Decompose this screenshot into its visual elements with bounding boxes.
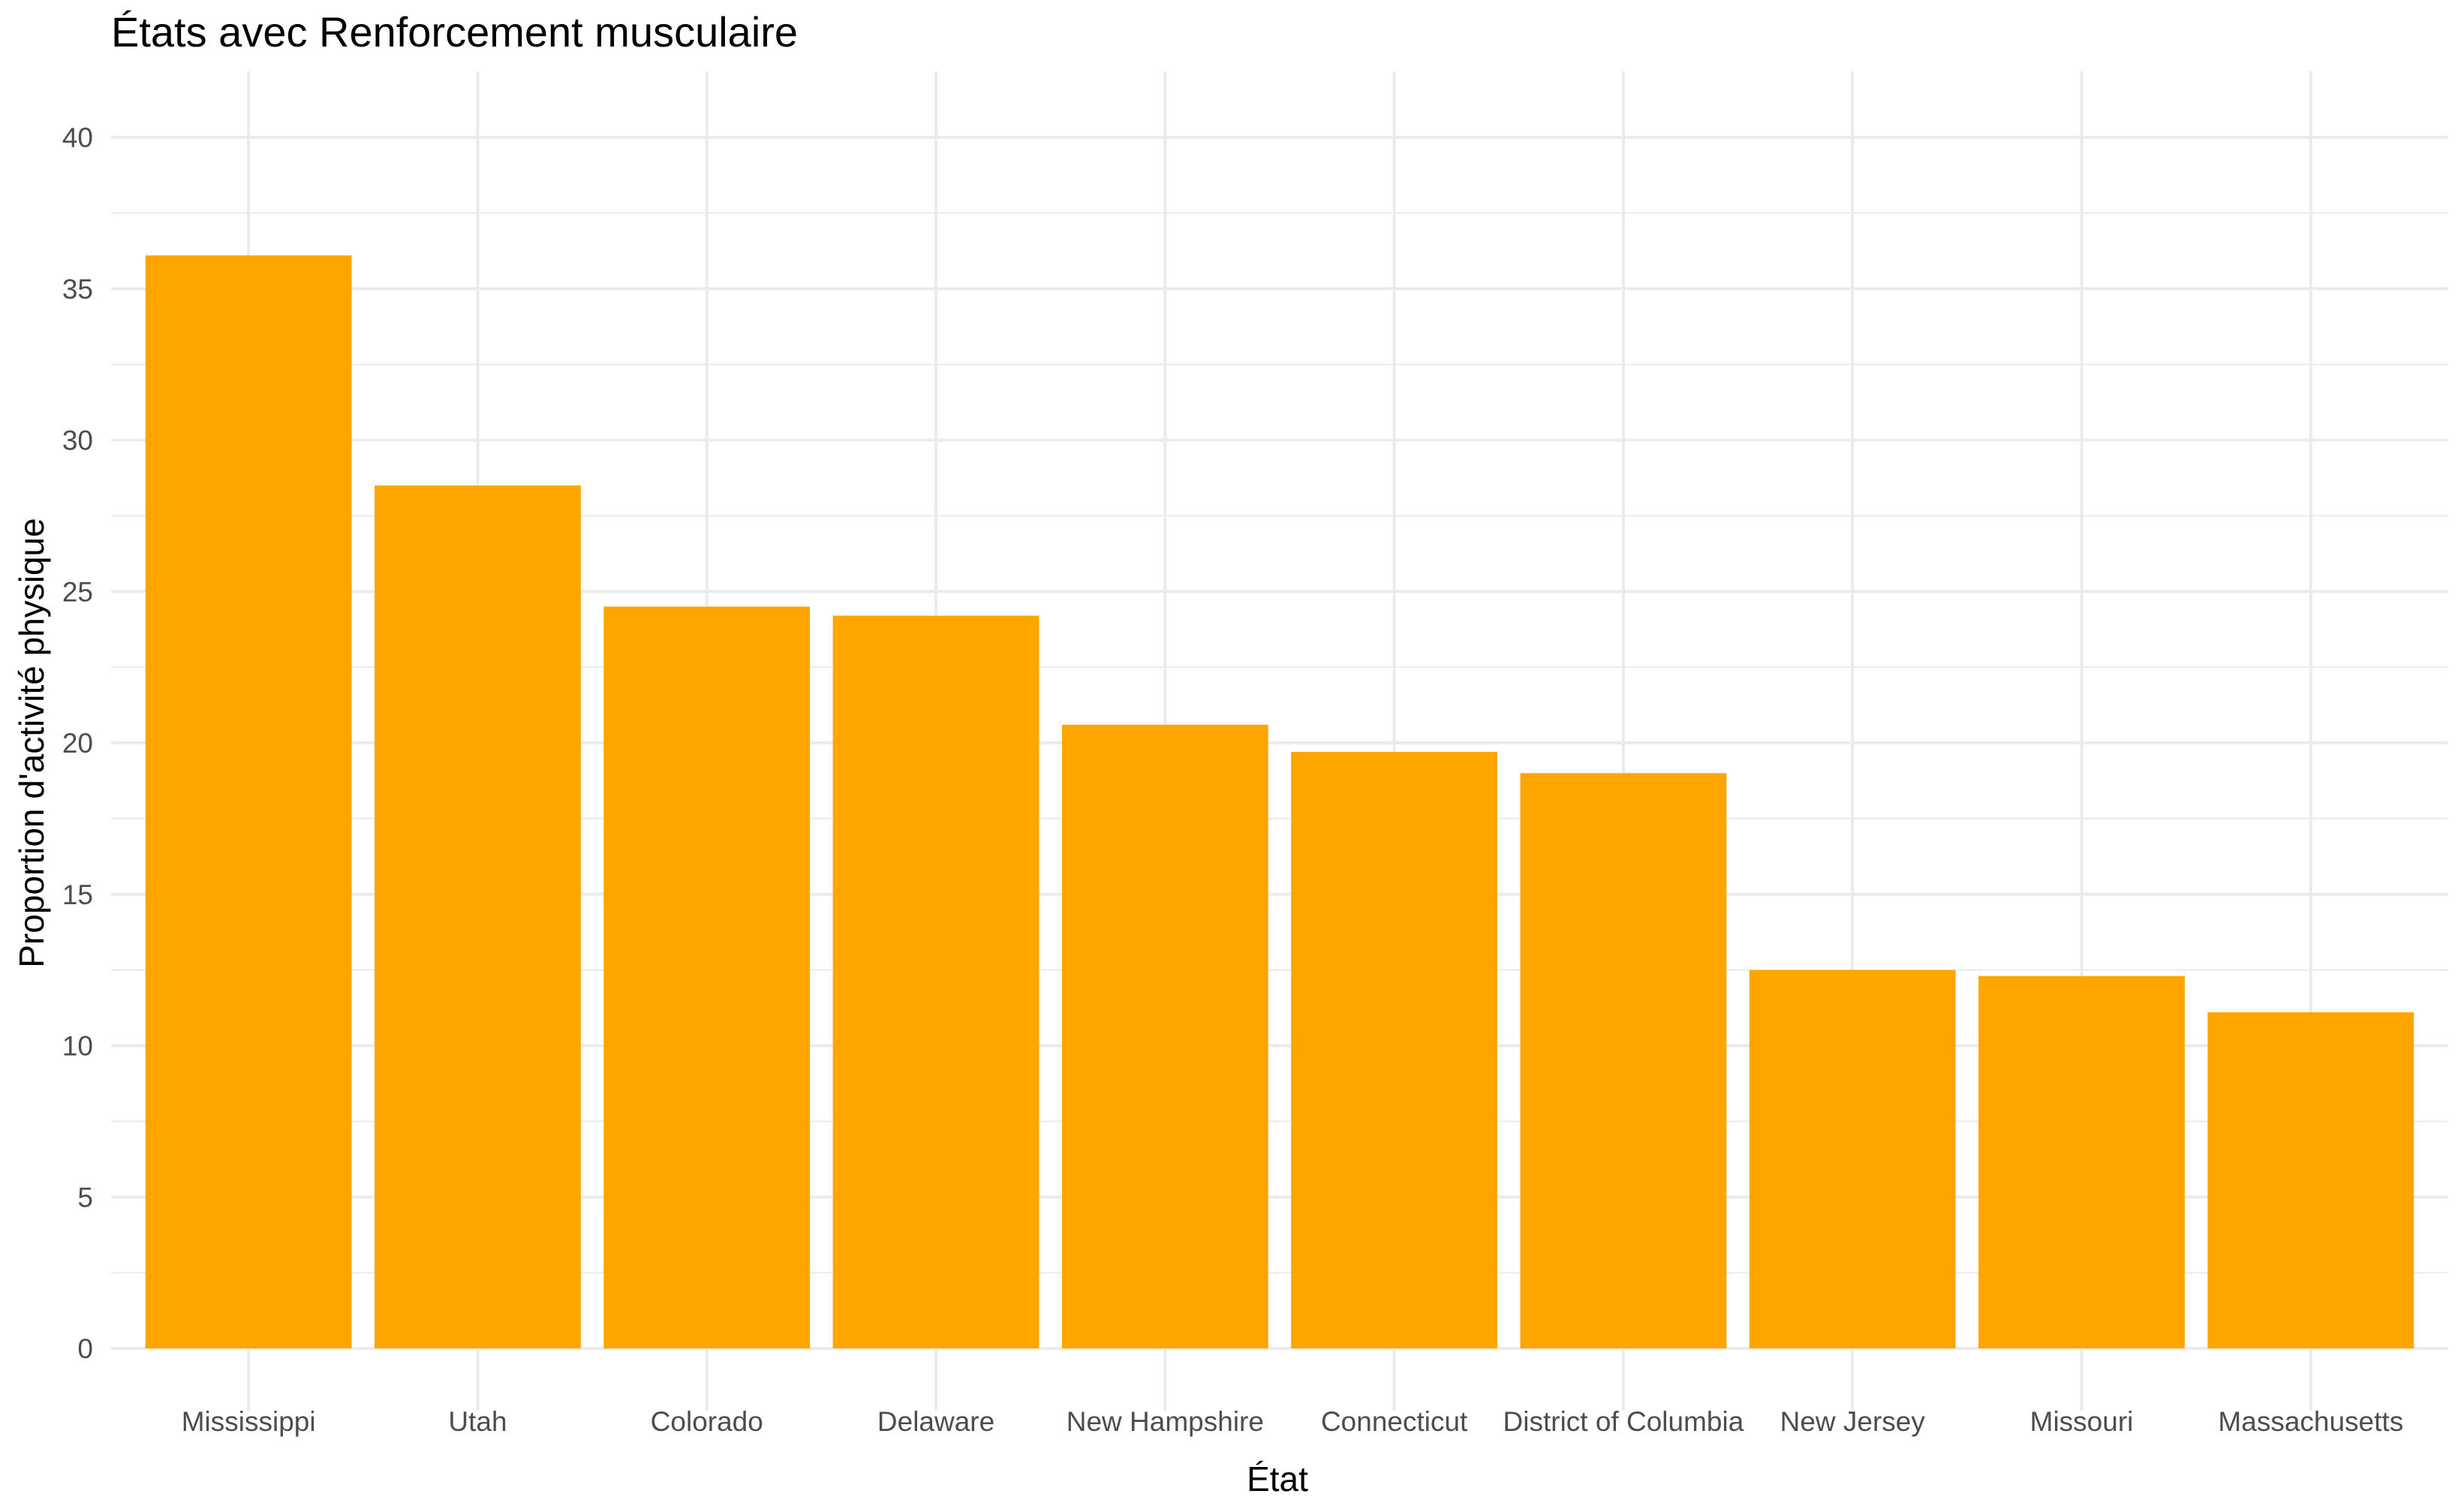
- x-tick-label: Massachusetts: [2218, 1406, 2403, 1437]
- y-tick-label: 40: [62, 122, 93, 153]
- x-tick-label: Colorado: [651, 1406, 763, 1437]
- x-tick-label: Connecticut: [1321, 1406, 1468, 1437]
- x-tick-label: New Hampshire: [1067, 1406, 1264, 1437]
- bar-district-of-columbia: [1520, 773, 1727, 1348]
- x-tick-label: New Jersey: [1780, 1406, 1926, 1437]
- x-axis-title: État: [1247, 1459, 1308, 1498]
- bar-delaware: [832, 615, 1039, 1348]
- x-tick-label: Utah: [448, 1406, 507, 1437]
- x-tick-label: District of Columbia: [1503, 1406, 1744, 1437]
- x-tick-label: Mississippi: [182, 1406, 316, 1437]
- y-tick-label: 0: [77, 1333, 93, 1364]
- y-tick-label: 15: [62, 879, 93, 910]
- y-tick-label: 35: [62, 274, 93, 305]
- y-axis-ticks: 0 5 10 15 20 25 30 35 40: [62, 122, 93, 1364]
- bar-massachusetts: [2207, 1012, 2414, 1348]
- y-tick-label: 30: [62, 425, 93, 456]
- bar-new-jersey: [1749, 969, 1956, 1348]
- y-tick-label: 10: [62, 1031, 93, 1062]
- bar-connecticut: [1291, 752, 1498, 1348]
- y-axis-title: Proportion d'activité physique: [12, 518, 51, 967]
- x-tick-label: Delaware: [877, 1406, 994, 1437]
- bar-missouri: [1978, 975, 2185, 1348]
- x-tick-label: Missouri: [2030, 1406, 2134, 1437]
- y-tick-label: 20: [62, 728, 93, 759]
- x-axis-ticks: Mississippi Utah Colorado Delaware New Hamps…: [182, 1406, 2403, 1437]
- chart-title: États avec Renforcement musculaire: [111, 8, 798, 56]
- y-tick-label: 5: [77, 1182, 93, 1213]
- bar-colorado: [603, 606, 811, 1348]
- bar-new-hampshire: [1061, 724, 1268, 1348]
- bar-mississippi: [145, 255, 352, 1348]
- y-tick-label: 25: [62, 576, 93, 607]
- bars: [145, 255, 2414, 1348]
- bar-utah: [375, 485, 581, 1348]
